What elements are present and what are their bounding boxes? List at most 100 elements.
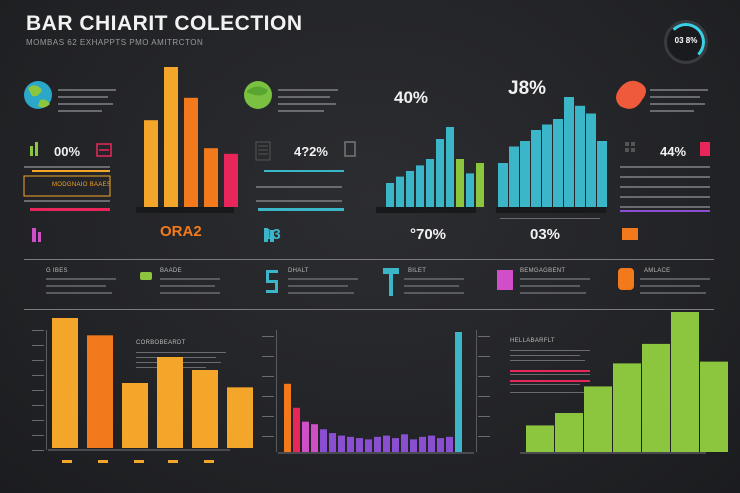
chart-6-bar <box>671 312 699 452</box>
chart-1-bar <box>144 120 158 207</box>
chart-5-bar <box>410 439 417 452</box>
doc-icon <box>255 141 271 161</box>
chart-5-bar <box>293 407 300 452</box>
chart-6-bar <box>526 425 554 452</box>
accent-line-pink <box>30 208 110 211</box>
accent-line <box>32 170 110 172</box>
chart-6-bar <box>700 361 728 452</box>
chart-5-bar <box>284 383 291 452</box>
cup-icon <box>344 141 356 157</box>
badge-arc-icon <box>667 23 705 61</box>
chart-base-2 <box>376 207 476 213</box>
chart-1-bar <box>184 97 198 207</box>
accent-line-teal <box>264 170 344 172</box>
label-p4: J8% <box>508 78 547 99</box>
text-lines <box>24 89 710 219</box>
chart-1-bar <box>204 148 218 207</box>
accent-line-teal-2 <box>258 208 344 211</box>
teal-key-icon <box>264 228 274 242</box>
axis-3 <box>476 330 477 452</box>
chart-5-bar <box>329 433 336 452</box>
chart-6-bar <box>555 413 583 452</box>
hand-icon <box>618 268 634 290</box>
chart-1 <box>144 67 238 207</box>
chart-6-bar <box>613 363 641 452</box>
chart-2-bar <box>396 176 404 207</box>
chart-3 <box>498 97 607 207</box>
label-p2: ORA2 <box>160 223 202 240</box>
chart-5-bar <box>347 436 354 452</box>
chart-5-bar <box>392 438 399 452</box>
label-p8: °70% <box>410 226 447 243</box>
chart-4-tick-marks <box>62 460 214 463</box>
chart-5-bar <box>428 435 435 452</box>
chart-3-bar <box>509 146 519 207</box>
chart-4-bar <box>227 387 253 448</box>
divider-top <box>24 259 714 260</box>
mid-heading-4: BILET <box>408 268 427 274</box>
chart-5-bar <box>338 435 345 452</box>
chart-2-bar <box>456 159 464 207</box>
chart-5-bar <box>437 438 444 452</box>
orange-box-icon <box>622 228 638 240</box>
page-title: BAR CHIARIT COLECTION <box>26 12 303 35</box>
chart-4-bar <box>157 357 183 448</box>
mid-heading-2: BAADE <box>160 268 182 274</box>
chart-2-bar <box>406 171 414 207</box>
chart-5-bar <box>311 424 318 452</box>
globe-icon-1 <box>24 81 52 109</box>
bottom-heading-3: HELLABARFLT <box>510 338 555 344</box>
chart-3-bar <box>597 141 607 207</box>
calendar-icon <box>497 270 513 290</box>
axis-ticks <box>32 330 490 451</box>
chart-base-3 <box>496 207 606 213</box>
mid-text-lines <box>46 278 710 294</box>
percent-badge: 03 8% <box>664 20 708 64</box>
chart-5-bar <box>365 439 372 452</box>
chart-2 <box>386 127 484 207</box>
chart-3-bar <box>553 119 563 207</box>
axis-2 <box>276 330 277 452</box>
chart-base-4 <box>48 449 230 451</box>
chart-3-bar <box>575 105 585 207</box>
label-p5: 44% <box>660 144 687 159</box>
chart-2-bar <box>436 139 444 207</box>
bottom-heading-1: CORBOBEARDT <box>136 340 186 346</box>
chart-base-5 <box>278 452 474 454</box>
chart-5-bar <box>356 438 363 452</box>
chart-1-bar <box>164 67 178 207</box>
chart-4-bar <box>52 318 78 448</box>
chart-5-bar <box>401 434 408 452</box>
page-subtitle: MOMBAS 62 EXHAPPTS PMO AMITRCTON <box>26 38 204 47</box>
globe-icon-2 <box>244 81 272 109</box>
label-p9: 03% <box>530 226 561 243</box>
cart-icon <box>140 272 152 280</box>
label-p7: 13 <box>264 226 281 243</box>
chart-5-bar <box>446 436 453 452</box>
trophy-icon <box>700 142 710 156</box>
chart-5-bar <box>302 421 309 452</box>
chart-4-bar <box>122 383 148 448</box>
label-p1: 00% <box>54 144 81 159</box>
mid-heading-6: AMLACE <box>644 268 671 274</box>
box-label: MODGNAIO BAAES <box>52 182 112 188</box>
chart-2-bar <box>416 165 424 207</box>
chart-1-bar <box>224 153 238 207</box>
chart-4 <box>52 318 253 448</box>
chart-5-bar <box>419 436 426 452</box>
chart-base-1 <box>136 207 234 213</box>
chart-6-bar <box>584 386 612 452</box>
chart-4-bar <box>192 370 218 448</box>
blob-icon <box>616 80 646 109</box>
mid-heading-1: G IBES <box>46 268 68 274</box>
chart-2-bar <box>426 159 434 207</box>
mid-heading-3: DHALT <box>288 268 309 274</box>
chart-2-bar <box>476 163 484 207</box>
bottom-accent-lines <box>510 370 590 382</box>
axis-1 <box>46 330 47 450</box>
chart-5-bar <box>383 435 390 452</box>
chart-2-bar <box>466 173 474 207</box>
chart-3-bar <box>564 97 574 207</box>
chart-5-bar <box>455 332 462 452</box>
